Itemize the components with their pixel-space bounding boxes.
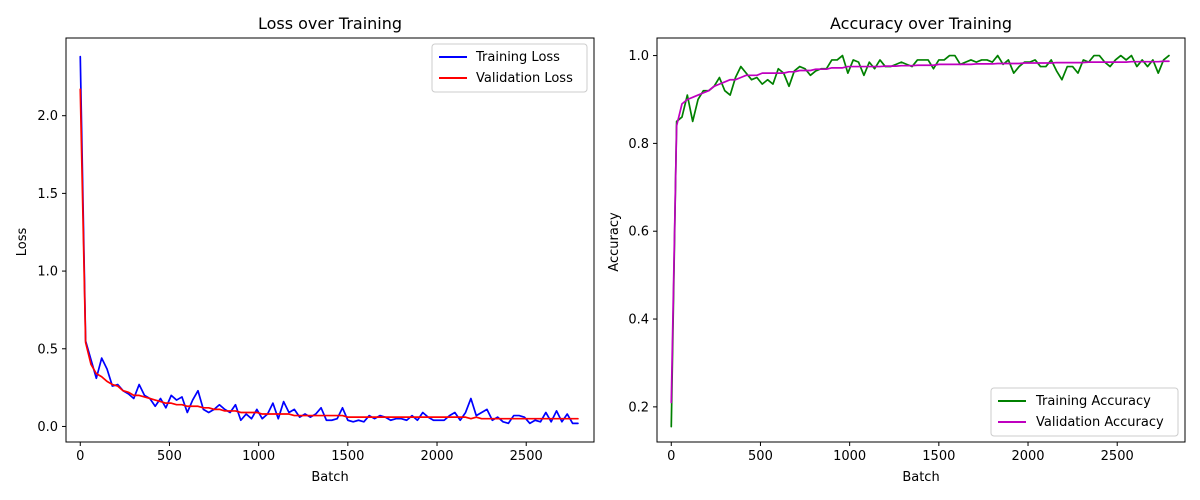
- loss-chart-legend: Training Loss Validation Loss: [431, 43, 588, 93]
- x-tick-label: 1500: [331, 449, 364, 464]
- loss-chart-title: Loss over Training: [258, 14, 402, 33]
- x-tick-label: 500: [157, 449, 182, 464]
- x-tick-label: 1000: [833, 449, 866, 464]
- y-tick-label: 0.2: [628, 400, 649, 415]
- y-tick-label: 0.8: [628, 137, 649, 152]
- accuracy-chart-lines: [670, 54, 1170, 428]
- accuracy-chart-legend-box: [990, 387, 1179, 437]
- x-tick-label: 2000: [420, 449, 453, 464]
- legend-label-validation-accuracy: Validation Accuracy: [1036, 415, 1164, 430]
- accuracy-chart: Accuracy over Training Batch Accuracy 0 5…: [607, 14, 1186, 485]
- legend-label-training-accuracy: Training Accuracy: [1035, 394, 1151, 409]
- y-tick-label: 0.6: [628, 225, 649, 240]
- accuracy-chart-xlabel: Batch: [902, 470, 939, 485]
- accuracy-chart-legend: Training Accuracy Validation Accuracy: [990, 387, 1179, 437]
- accuracy-chart-axes-frame: [656, 37, 1186, 443]
- y-tick-label: 0.4: [628, 313, 649, 328]
- loss-chart-ylabel: Loss: [15, 228, 30, 257]
- x-tick-label: 2500: [1101, 449, 1134, 464]
- y-tick-label: 1.0: [37, 265, 58, 280]
- x-tick-label: 0: [667, 449, 675, 464]
- x-tick-label: 2000: [1011, 449, 1044, 464]
- loss-chart-ticks: 0 500 1000 1500 2000 2500 0.0 0.5 1.0 1.5 2.0: [37, 109, 542, 464]
- y-tick-label: 2.0: [37, 109, 58, 124]
- loss-chart-axes-frame: [65, 37, 595, 443]
- y-tick-label: 0.0: [37, 420, 58, 435]
- loss-chart: Loss over Training Batch Loss 0 500 1000 15…: [15, 14, 595, 485]
- x-tick-label: 1000: [242, 449, 275, 464]
- loss-chart-lines: [79, 55, 579, 425]
- legend-label-validation-loss: Validation Loss: [476, 71, 573, 86]
- y-tick-label: 1.0: [628, 49, 649, 64]
- accuracy-chart-ylabel: Accuracy: [607, 212, 622, 272]
- accuracy-chart-ticks: 0 500 1000 1500 2000 2500 0.2 0.4 0.6 0.8 1.0: [628, 49, 1133, 464]
- y-tick-label: 0.5: [37, 342, 58, 357]
- x-tick-label: 2500: [510, 449, 543, 464]
- loss-chart-legend-box: [431, 43, 588, 93]
- legend-label-training-loss: Training Loss: [475, 50, 560, 65]
- series-line-validation-loss: [79, 88, 579, 420]
- series-line-validation-accuracy: [670, 60, 1170, 404]
- x-tick-label: 0: [76, 449, 84, 464]
- x-tick-label: 1500: [922, 449, 955, 464]
- accuracy-chart-title: Accuracy over Training: [830, 14, 1012, 33]
- loss-chart-xlabel: Batch: [311, 470, 348, 485]
- x-tick-label: 500: [748, 449, 773, 464]
- series-line-training-accuracy: [670, 54, 1170, 428]
- y-tick-label: 1.5: [37, 187, 58, 202]
